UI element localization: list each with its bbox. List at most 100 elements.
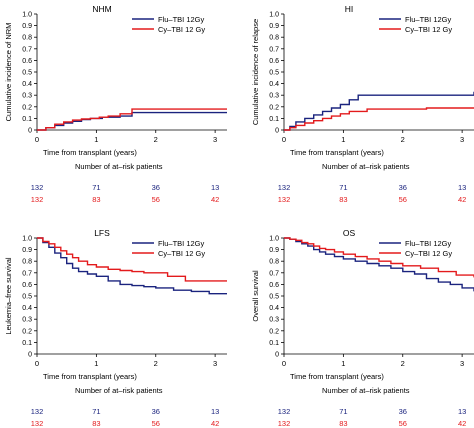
y-tick-label: 0.6 [22,282,32,289]
x-tick-label: 1 [94,135,98,144]
x-tick-label: 2 [154,135,158,144]
x-tick-label: 2 [154,359,158,368]
x-tick-label: 0 [282,359,286,368]
at-risk-count: 132 [31,183,44,192]
y-tick-label: 0.3 [269,93,279,100]
y-tick-label: 0.5 [269,294,279,301]
at-risk-count: 71 [339,407,347,416]
y-tick-label: 0.4 [269,81,279,88]
y-tick-label: 0.2 [269,104,279,111]
at-risk-count: 13 [211,407,219,416]
at-risk-count: 36 [152,407,160,416]
at-risk-count: 42 [211,419,219,428]
y-tick-label: 0.6 [22,58,32,65]
y-tick-label: 0.6 [269,282,279,289]
at-risk-title: Number of at–risk patients [322,162,410,171]
legend-label-2: Cy–TBI 12 Gy [158,249,205,258]
at-risk-count: 132 [278,419,291,428]
series-line-2 [284,107,474,131]
y-tick-label: 0.5 [22,294,32,301]
at-risk-count: 42 [458,195,466,204]
y-tick-label: 0.2 [22,104,32,111]
y-tick-label: 0.9 [22,247,32,254]
y-tick-label: 0.8 [269,259,279,266]
y-tick-label: 0.2 [269,328,279,335]
series-line-1 [284,237,474,292]
series-line-2 [284,237,474,278]
series-line-2 [37,108,227,131]
y-tick-label: 0.9 [269,23,279,30]
y-tick-label: 0.6 [269,58,279,65]
series-line-1 [284,91,474,131]
legend-label-2: Cy–TBI 12 Gy [405,249,452,258]
at-risk-count: 13 [211,183,219,192]
y-tick-label: 1.0 [22,236,32,243]
y-tick-label: 0.8 [269,35,279,42]
y-tick-label: 0 [28,128,32,135]
series-line-1 [37,237,227,295]
legend-label-2: Cy–TBI 12 Gy [405,25,452,34]
chart-title: OS [343,228,356,238]
legend-label-1: Flu–TBI 12Gy [405,239,452,248]
at-risk-count: 42 [458,419,466,428]
y-tick-label: 0.1 [269,340,279,347]
y-axis-label: Leukemia–free survival [4,257,13,334]
at-risk-count: 56 [399,195,407,204]
legend-label-1: Flu–TBI 12Gy [158,15,205,24]
x-axis-label: Time from transplant (years) [43,372,137,381]
y-axis-label: Cumulative incidence of relapse [251,19,260,125]
x-tick-label: 3 [460,135,464,144]
chart-panel-lfs: 0 0.1 0.2 0.3 0.4 0.5 0.6 0.7 0.8 0.9 1.0 0 1 2 3 LFS Le… [4,228,227,428]
chart-panel-os: 0 0.1 0.2 0.3 0.4 0.5 0.6 0.7 0.8 0.9 1.0 0 1 2 3 OS Ove… [251,228,474,428]
y-tick-label: 0 [275,352,279,359]
at-risk-count: 132 [31,419,44,428]
x-axis-label: Time from transplant (years) [43,148,137,157]
at-risk-count: 132 [278,195,291,204]
chart-panel-hi: 0 0.1 0.2 0.3 0.4 0.5 0.6 0.7 0.8 0.9 1.0 0 1 2 3 HI Cum… [251,4,474,204]
at-risk-count: 13 [458,407,466,416]
chart-title: HI [345,4,354,14]
series-line-2 [37,237,227,282]
at-risk-count: 83 [92,195,100,204]
at-risk-count: 71 [339,183,347,192]
at-risk-title: Number of at–risk patients [75,386,163,395]
y-tick-label: 0.1 [22,340,32,347]
y-tick-label: 0.4 [269,305,279,312]
y-tick-label: 0.3 [22,93,32,100]
y-tick-label: 0.5 [269,70,279,77]
at-risk-count: 71 [92,407,100,416]
x-tick-label: 1 [341,135,345,144]
y-tick-label: 0.1 [269,116,279,123]
y-tick-label: 0.1 [22,116,32,123]
y-tick-label: 0.5 [22,70,32,77]
x-axis-label: Time from transplant (years) [290,148,384,157]
y-tick-label: 0.8 [22,259,32,266]
x-tick-label: 3 [460,359,464,368]
x-tick-label: 0 [35,135,39,144]
x-axis-label: Time from transplant (years) [290,372,384,381]
x-tick-label: 3 [213,359,217,368]
y-tick-label: 1.0 [269,12,279,19]
x-tick-label: 1 [341,359,345,368]
y-tick-label: 1.0 [22,12,32,19]
at-risk-count: 71 [92,183,100,192]
y-tick-label: 0.8 [22,35,32,42]
at-risk-count: 56 [399,419,407,428]
at-risk-count: 132 [31,195,44,204]
y-axis-label: Overall survival [251,270,260,322]
at-risk-count: 56 [152,195,160,204]
at-risk-count: 83 [92,419,100,428]
legend-label-1: Flu–TBI 12Gy [158,239,205,248]
at-risk-count: 56 [152,419,160,428]
at-risk-count: 83 [339,419,347,428]
legend-label-1: Flu–TBI 12Gy [405,15,452,24]
x-tick-label: 1 [94,359,98,368]
y-tick-label: 0 [275,128,279,135]
y-tick-label: 0.4 [22,81,32,88]
at-risk-title: Number of at–risk patients [75,162,163,171]
chart-panel-nhm: 0 0.1 0.2 0.3 0.4 0.5 0.6 0.7 0.8 0.9 1.0 0 1 2 3 NHM Cu… [4,4,227,204]
x-tick-label: 0 [282,135,286,144]
y-tick-label: 0.7 [22,46,32,53]
at-risk-count: 42 [211,195,219,204]
